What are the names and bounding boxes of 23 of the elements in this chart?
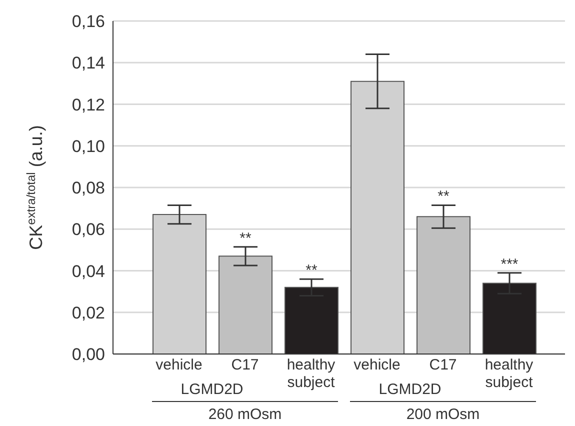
- text: LGMD2D: [378, 381, 442, 398]
- data-label: ***: [500, 256, 518, 273]
- data-label: **: [240, 230, 252, 247]
- y-tick-label: 0,04: [72, 262, 105, 281]
- y-tick-label: 0,10: [72, 136, 105, 156]
- x-tick-label: vehicle: [354, 356, 400, 374]
- x-tick-label: healthy subject: [286, 356, 336, 391]
- y-tick-label: 0,16: [72, 12, 105, 32]
- text: 260 mOsm: [208, 406, 282, 423]
- y-tick-label: 0,14: [72, 54, 105, 73]
- data-label: **: [438, 188, 450, 206]
- y-tick-label: 0,02: [72, 303, 105, 322]
- x-tick-label: vehicle: [156, 356, 202, 374]
- y-tick-label: 0,12: [72, 95, 105, 114]
- text: LGMD2D: [180, 381, 244, 398]
- x-tick-label: C17: [231, 356, 259, 374]
- y-tick-label: 0,08: [72, 178, 105, 198]
- data-label: **: [306, 262, 318, 280]
- y-tick-label: 0,00: [72, 345, 105, 364]
- x-tick-label: healthy subject: [484, 356, 534, 391]
- text: 200 mOsm: [406, 406, 480, 423]
- y-tick-label: 0,06: [72, 220, 105, 240]
- x-tick-label: C17: [429, 356, 457, 374]
